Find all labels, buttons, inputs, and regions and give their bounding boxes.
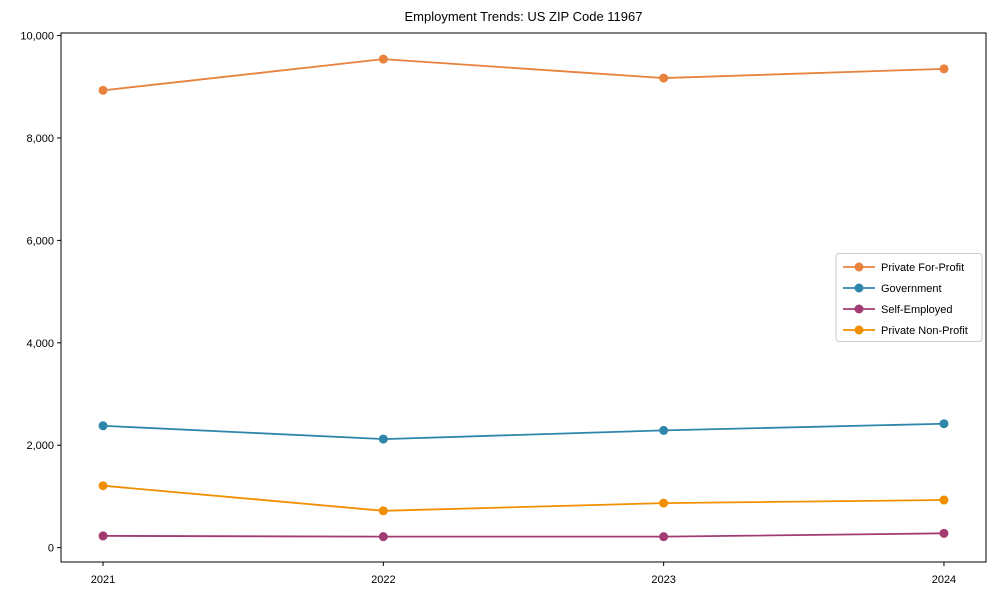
chart-title: Employment Trends: US ZIP Code 11967: [404, 9, 643, 24]
point-private-non-profit-2023: [659, 498, 669, 508]
legend-box: [835, 253, 983, 342]
point-private-for-profit-2023: [659, 73, 669, 83]
point-private-for-profit-2021: [98, 85, 108, 95]
plot-border: [60, 32, 987, 563]
legend-label-self-employed: Self-Employed: [881, 304, 953, 316]
legend-marker-private-non-profit: [854, 325, 864, 335]
point-self-employed-2024: [939, 528, 949, 538]
legend-marker-self-employed: [854, 304, 864, 314]
x-tick-label: 2024: [932, 574, 956, 586]
point-government-2022: [378, 434, 388, 444]
legend-marker-government: [854, 283, 864, 293]
point-private-for-profit-2024: [939, 64, 949, 74]
legend-marker-private-for-profit: [854, 262, 864, 272]
y-tick-label: 4,000: [26, 338, 54, 350]
series-line-private-for-profit: [102, 58, 944, 92]
point-private-for-profit-2022: [378, 54, 388, 64]
y-tick-label: 10,000: [20, 31, 54, 43]
x-tick-label: 2022: [371, 574, 395, 586]
point-self-employed-2022: [378, 532, 388, 542]
point-private-non-profit-2021: [98, 481, 108, 491]
y-tick-label: 0: [48, 543, 54, 555]
point-private-non-profit-2022: [378, 506, 388, 516]
point-self-employed-2023: [659, 532, 669, 542]
series-line-private-non-profit: [102, 484, 944, 512]
legend-label-private-non-profit: Private Non-Profit: [881, 325, 968, 337]
series-line-government: [103, 422, 944, 440]
x-tick-label: 2023: [651, 574, 675, 586]
point-government-2023: [659, 425, 669, 435]
point-private-non-profit-2024: [939, 495, 949, 505]
x-tick-label: 2021: [91, 574, 115, 586]
point-government-2024: [939, 419, 949, 429]
y-tick-label: 6,000: [26, 235, 54, 247]
series-line-self-employed: [103, 532, 944, 538]
point-government-2021: [98, 421, 108, 431]
y-tick-label: 8,000: [26, 133, 54, 145]
point-self-employed-2021: [98, 531, 108, 541]
legend-label-private-for-profit: Private For-Profit: [881, 262, 964, 274]
y-tick-label: 2,000: [26, 440, 54, 452]
legend-label-government: Government: [881, 283, 942, 295]
